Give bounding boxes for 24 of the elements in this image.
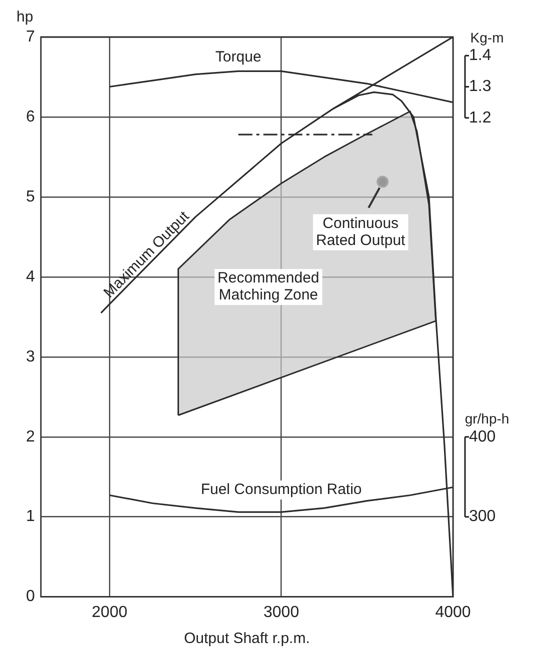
x-axis-title: Output Shaft r.p.m. <box>184 630 310 648</box>
y2-tick-label: 1.4 <box>469 47 492 64</box>
y-tick-label: 7 <box>26 28 35 46</box>
annotation: Continuous Rated Output <box>316 214 406 249</box>
y-tick-label: 4 <box>26 268 35 286</box>
x-tick-label: 3000 <box>263 604 300 621</box>
y-tick-label: 1 <box>26 508 35 526</box>
y3-tick-label: 300 <box>469 508 496 526</box>
series-label: Recommended Matching Zone <box>218 270 320 304</box>
y-tick-label: 6 <box>26 108 35 126</box>
y-tick-label: 5 <box>26 188 35 206</box>
x-tick-label: 2000 <box>92 604 128 621</box>
y2-axis-title: Kg-m <box>470 30 504 46</box>
y3-axis-title: gr/hp-h <box>464 410 510 427</box>
series-label: Torque <box>215 48 262 66</box>
series-label: Fuel Consumption Ratio <box>200 481 362 498</box>
y2-tick-label: 1.3 <box>469 78 492 96</box>
y3-tick-label: 400 <box>469 428 496 446</box>
y-tick-label: 2 <box>26 428 35 446</box>
y-tick-label: 0 <box>26 588 35 606</box>
y-tick-label: 3 <box>26 348 35 366</box>
y-axis-title: hp <box>16 8 34 26</box>
y2-tick-label: 1.2 <box>469 109 492 126</box>
x-tick-label: 4000 <box>435 604 471 621</box>
